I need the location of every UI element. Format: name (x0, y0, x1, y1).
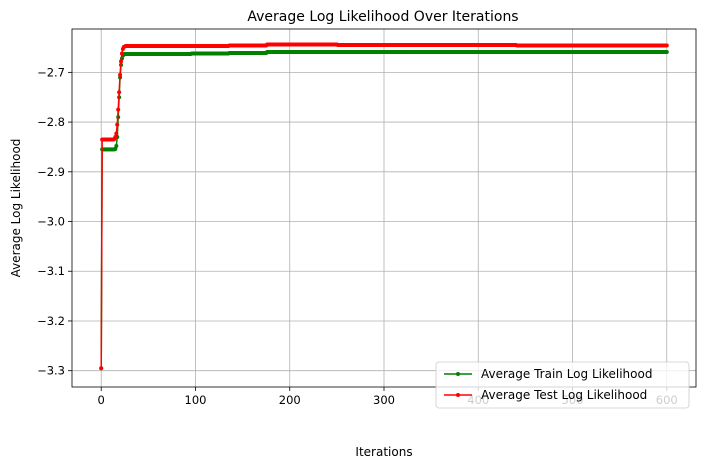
data-point-train (114, 143, 119, 148)
data-point-train (664, 49, 669, 54)
y-tick-label: −2.7 (37, 65, 65, 79)
x-axis-label: Iterations (355, 445, 412, 459)
y-tick-label: −3.1 (37, 264, 65, 278)
legend-marker-train (456, 372, 460, 376)
data-point-test (119, 51, 124, 56)
data-point-test (117, 90, 122, 95)
y-tick-label: −2.8 (37, 115, 65, 129)
y-axis-label: Average Log Likelihood (9, 139, 23, 278)
y-tick-label: −3.2 (37, 314, 65, 328)
data-point-test (119, 59, 124, 64)
series-layer (99, 42, 669, 371)
data-point-test (118, 72, 123, 77)
x-tick-label: 100 (185, 393, 207, 407)
y-tick-label: −2.9 (37, 165, 65, 179)
legend: Average Train Log Likelihood Average Test… (435, 361, 690, 409)
legend-marker-test (456, 393, 460, 397)
data-point-test (115, 122, 120, 127)
y-tick-label: −3.3 (37, 364, 65, 378)
x-tick-label: 200 (279, 393, 301, 407)
data-point-test (99, 366, 104, 371)
legend-label-test: Average Test Log Likelihood (481, 388, 647, 402)
chart-title: Average Log Likelihood Over Iterations (247, 9, 518, 25)
legend-label-train: Average Train Log Likelihood (481, 367, 652, 381)
data-point-test (114, 131, 119, 136)
legend-box (435, 361, 690, 409)
axis-ticks: 0100200300400500600−3.3−3.2−3.1−3.0−2.9−… (37, 65, 678, 407)
y-tick-label: −3.0 (37, 215, 65, 229)
data-point-test (116, 107, 121, 112)
x-tick-label: 300 (373, 393, 395, 407)
grid-lines (72, 29, 696, 387)
x-tick-label: 0 (98, 393, 105, 407)
data-point-test (664, 43, 669, 48)
data-point-test (113, 135, 118, 139)
